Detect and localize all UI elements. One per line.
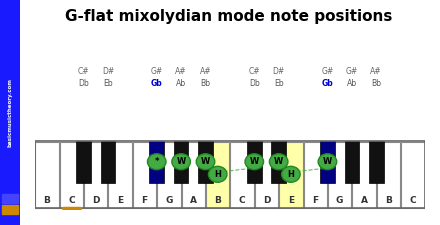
Circle shape <box>245 154 264 170</box>
Circle shape <box>318 154 337 170</box>
FancyBboxPatch shape <box>84 142 107 208</box>
FancyBboxPatch shape <box>279 142 303 208</box>
Circle shape <box>147 154 166 170</box>
Circle shape <box>269 154 288 170</box>
Text: G-flat mixolydian mode note positions: G-flat mixolydian mode note positions <box>65 9 392 24</box>
Text: C: C <box>239 196 246 205</box>
FancyBboxPatch shape <box>304 142 327 208</box>
Text: D: D <box>92 196 99 205</box>
FancyBboxPatch shape <box>133 142 156 208</box>
FancyBboxPatch shape <box>271 141 286 183</box>
Text: G: G <box>336 196 343 205</box>
Text: Eb: Eb <box>274 79 283 88</box>
Text: Gb: Gb <box>151 79 163 88</box>
FancyBboxPatch shape <box>35 142 59 208</box>
Text: W: W <box>274 157 283 166</box>
FancyBboxPatch shape <box>206 142 229 208</box>
Text: Ab: Ab <box>176 79 186 88</box>
FancyBboxPatch shape <box>101 141 115 183</box>
Text: Bb: Bb <box>201 79 210 88</box>
Text: E: E <box>288 196 294 205</box>
Text: D#: D# <box>272 67 285 76</box>
Text: F: F <box>142 196 147 205</box>
Text: C: C <box>68 196 75 205</box>
FancyBboxPatch shape <box>328 142 352 208</box>
Text: W: W <box>201 157 210 166</box>
Text: G#: G# <box>321 67 334 76</box>
Text: W: W <box>176 157 186 166</box>
FancyBboxPatch shape <box>401 142 425 208</box>
Circle shape <box>172 154 191 170</box>
FancyBboxPatch shape <box>345 141 359 183</box>
Text: Gb: Gb <box>322 79 334 88</box>
Text: basicmusictheory.com: basicmusictheory.com <box>7 78 12 147</box>
Text: G#: G# <box>346 67 358 76</box>
Text: D: D <box>263 196 270 205</box>
Text: W: W <box>323 157 332 166</box>
FancyBboxPatch shape <box>369 141 384 183</box>
FancyBboxPatch shape <box>231 142 254 208</box>
FancyBboxPatch shape <box>247 141 262 183</box>
Text: A#: A# <box>175 67 187 76</box>
Text: B: B <box>214 196 221 205</box>
Text: C#: C# <box>249 67 260 76</box>
Text: A: A <box>190 196 197 205</box>
FancyBboxPatch shape <box>198 141 213 183</box>
Circle shape <box>196 154 215 170</box>
Text: Db: Db <box>78 79 89 88</box>
Text: D#: D# <box>102 67 114 76</box>
Text: W: W <box>249 157 259 166</box>
FancyBboxPatch shape <box>60 142 83 208</box>
Text: Ab: Ab <box>347 79 357 88</box>
Text: F: F <box>312 196 318 205</box>
Bar <box>2 205 18 214</box>
Text: H: H <box>287 170 294 179</box>
Text: G: G <box>165 196 172 205</box>
FancyBboxPatch shape <box>76 141 91 183</box>
FancyBboxPatch shape <box>157 142 181 208</box>
Text: G#: G# <box>150 67 163 76</box>
Text: Db: Db <box>249 79 260 88</box>
Text: A#: A# <box>370 67 382 76</box>
FancyBboxPatch shape <box>352 142 376 208</box>
Text: A#: A# <box>200 67 211 76</box>
FancyBboxPatch shape <box>108 142 132 208</box>
Circle shape <box>282 166 300 182</box>
Text: B: B <box>385 196 392 205</box>
FancyBboxPatch shape <box>377 142 400 208</box>
FancyBboxPatch shape <box>174 141 188 183</box>
Circle shape <box>209 166 227 182</box>
FancyBboxPatch shape <box>150 141 164 183</box>
Text: E: E <box>117 196 123 205</box>
FancyBboxPatch shape <box>0 0 20 225</box>
Text: B: B <box>44 196 51 205</box>
Text: C#: C# <box>78 67 89 76</box>
FancyBboxPatch shape <box>255 142 278 208</box>
Text: A: A <box>360 196 367 205</box>
Text: Eb: Eb <box>103 79 113 88</box>
Text: H: H <box>214 170 221 179</box>
Bar <box>2 194 18 202</box>
Text: Bb: Bb <box>371 79 381 88</box>
FancyBboxPatch shape <box>320 141 335 183</box>
Text: C: C <box>410 196 416 205</box>
Text: *: * <box>154 157 159 166</box>
FancyBboxPatch shape <box>182 142 205 208</box>
